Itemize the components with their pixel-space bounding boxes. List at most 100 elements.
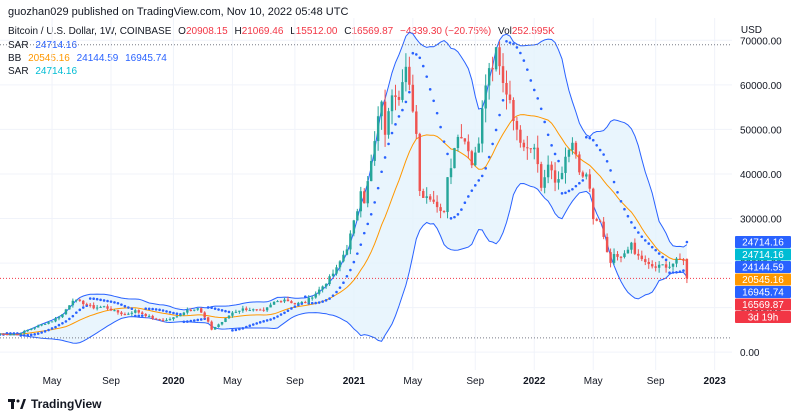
sar-dot [432,99,435,103]
candle-body [99,306,102,308]
candle-body [494,47,498,70]
candle-body [30,328,33,330]
candle-body [512,99,515,122]
sar-dot [390,131,394,135]
candle-body [633,242,637,254]
x-tick-label: Sep [466,376,484,387]
candle-body [220,321,224,325]
candle-body [560,172,564,180]
sar-dot [140,314,144,317]
sar-dot [196,318,200,322]
symbol-label[interactable]: Bitcoin / U.S. Dollar, 1W, COINBASE [8,26,172,37]
sar-dot [675,270,678,274]
sar2-label[interactable]: SAR [8,66,29,77]
sar-dot [310,301,314,305]
candle-body [231,312,234,316]
candle-body [609,252,612,263]
ohlc-low: L15512.00 [290,26,338,37]
sar-dot [203,317,206,321]
candle-body [394,95,397,97]
sar-dot [290,307,293,310]
candle-body [453,147,456,169]
candle-body [172,317,175,320]
x-tick-label: May [403,376,422,387]
candle-body [359,191,363,212]
candle-body [515,121,519,130]
sar-dot [584,135,588,139]
candle-body [297,302,300,305]
candle-body [311,297,314,299]
sar-dot [71,314,75,318]
candle-body [657,264,661,268]
sar1-label[interactable]: SAR [8,40,29,51]
x-tick-label: May [43,376,62,387]
y-tick-label: 50000.00 [740,125,782,136]
sar-dot [362,231,366,235]
sar-dot [151,307,154,311]
candle-body [36,325,40,328]
sar-dot [498,113,501,117]
sar-dot [630,221,633,224]
sar-dot [532,88,536,92]
sar-dot [383,156,387,159]
sar-dot [88,297,92,300]
sar-dot [352,260,356,264]
candle-body [536,147,539,165]
sar-dot [328,297,331,300]
bb-label[interactable]: BB [8,53,22,64]
sar-dot [467,195,470,198]
candle-body [477,143,480,153]
sar2-value: 24714.16 [35,66,78,77]
sar-dot [397,115,401,118]
sar-dot [231,329,234,332]
sar-dot [477,179,481,182]
candle-body [262,309,265,311]
candle-body [137,310,140,313]
candle-body [92,305,95,309]
candle-body [671,263,675,267]
sar-dot [272,316,276,320]
legend-bb-row: BB 20545.16 24144.59 16945.74 [8,53,171,64]
candle-body [408,66,411,85]
candle-body [206,317,210,322]
sar-dot [376,186,380,190]
sar-dot [581,179,585,182]
price-badge [735,248,791,261]
sar-dot [342,281,345,284]
sar-dot [50,327,54,330]
sar-dot [286,309,290,313]
sar-dot [61,321,64,325]
sar-dot [605,159,609,163]
candle-body [290,301,293,304]
sar-dot [650,245,654,249]
candle-body [428,196,432,200]
sar-dot [314,301,317,305]
candle-body [338,261,342,268]
candle-body [571,142,574,151]
candle-body [71,300,75,306]
candle-body [630,242,633,250]
candle-body [2,333,5,335]
candle-body [529,148,533,150]
candle-body [224,318,227,322]
sar-dot [227,310,231,314]
price-badge-label: 20545.16 [742,275,784,286]
sar-dot [234,328,238,332]
sar-dot [251,323,255,326]
bb-lower-line [0,182,688,344]
candle-body [369,160,373,182]
candle-body [432,199,435,202]
candle-body [23,331,26,334]
sar1-value: 24714.16 [35,40,78,51]
candle-body [182,312,186,315]
sar-dot [387,142,390,146]
candle-body [557,179,560,183]
x-tick-label: 2020 [162,376,185,387]
candle-body [252,309,255,311]
candle-body [147,315,151,317]
sar-dot [303,295,307,298]
sar-dot [623,207,626,211]
price-badge-label: 16945.74 [742,288,784,299]
sar-dot [321,300,324,303]
